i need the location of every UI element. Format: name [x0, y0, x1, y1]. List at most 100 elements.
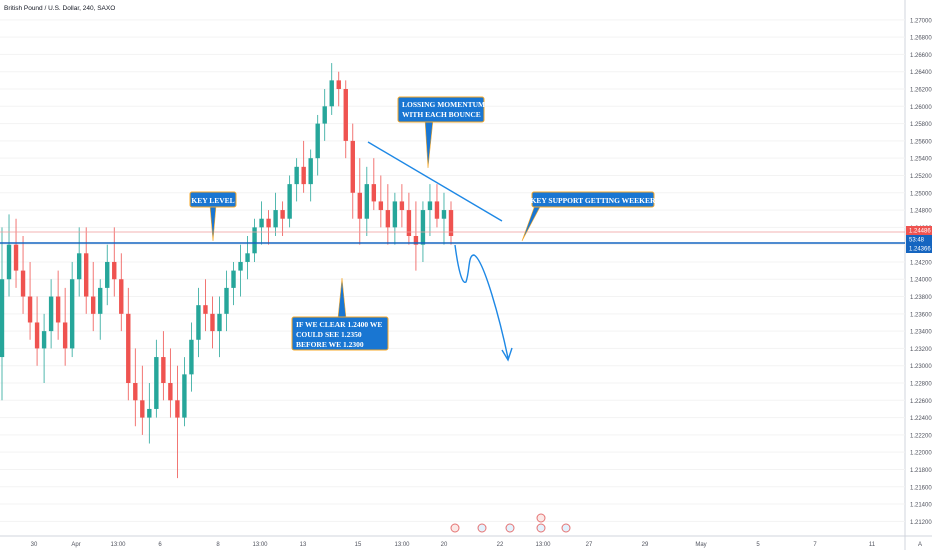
candle[interactable]: [364, 166, 370, 237]
event-marker[interactable]: [505, 523, 515, 533]
candle[interactable]: [119, 253, 124, 332]
candle[interactable]: [189, 322, 194, 392]
candle-body-up: [147, 408, 152, 418]
candle[interactable]: [441, 192, 447, 245]
candle[interactable]: [385, 184, 391, 245]
candle-body-up: [154, 357, 159, 409]
candle[interactable]: [378, 175, 384, 228]
candle[interactable]: [62, 287, 68, 366]
candle[interactable]: [406, 192, 412, 245]
candle[interactable]: [48, 279, 54, 349]
event-marker[interactable]: [561, 523, 571, 533]
candle-body-down: [406, 210, 412, 237]
time-tick-label: 13:00: [394, 542, 410, 548]
event-markers[interactable]: [450, 513, 571, 533]
callout-key-level[interactable]: KEY LEVEL: [189, 191, 237, 208]
candle[interactable]: [427, 184, 433, 237]
candle[interactable]: [413, 201, 419, 271]
event-marker[interactable]: [536, 513, 546, 523]
candle[interactable]: [434, 184, 440, 228]
callout-losing-momentum-line2: WITH EACH BOUNCE: [402, 110, 481, 119]
candle-body-up: [224, 287, 229, 314]
event-marker[interactable]: [536, 523, 546, 533]
candle[interactable]: [266, 210, 271, 245]
event-marker[interactable]: [450, 523, 460, 533]
candle[interactable]: [357, 158, 362, 245]
candle[interactable]: [210, 296, 215, 349]
candle[interactable]: [231, 261, 236, 306]
callout-key-support[interactable]: KEY SUPPORT GETTING WEEKER: [531, 191, 656, 208]
candle[interactable]: [322, 89, 327, 141]
callout-clear-level[interactable]: IF WE CLEAR 1.2400 WE COULD SEE 1.2350 B…: [291, 316, 389, 351]
candle[interactable]: [259, 201, 264, 245]
candle[interactable]: [343, 80, 348, 159]
candle[interactable]: [182, 357, 187, 427]
candle[interactable]: [301, 140, 306, 193]
candle[interactable]: [392, 192, 398, 245]
candle[interactable]: [350, 123, 355, 219]
candle[interactable]: [20, 236, 26, 314]
candle[interactable]: [69, 261, 75, 358]
candle[interactable]: [55, 270, 61, 340]
candle[interactable]: [371, 158, 377, 211]
candle[interactable]: [252, 218, 257, 262]
price-axis[interactable]: 1.27000 1.26800 1.26600 1.26400 1.26200 1.260…: [906, 18, 932, 526]
event-marker[interactable]: [477, 523, 487, 533]
price-tick-label: 1.23600: [910, 312, 932, 318]
time-axis[interactable]: 30 Apr 13:00 6 8 13:00 13 15 13:00 20 22 13:00 27 29 M…: [31, 542, 922, 548]
candle[interactable]: [287, 175, 292, 228]
candle[interactable]: [238, 244, 243, 297]
time-tick-label: 5: [756, 542, 760, 548]
candle[interactable]: [27, 261, 33, 340]
candle-body-down: [336, 80, 341, 90]
price-tick-label: 1.23000: [910, 364, 932, 370]
candle-body-down: [27, 296, 33, 323]
candle[interactable]: [13, 218, 19, 288]
projection-path[interactable]: [454, 244, 509, 359]
candle[interactable]: [112, 227, 117, 297]
candle[interactable]: [147, 383, 152, 444]
candle[interactable]: [154, 339, 159, 418]
candle[interactable]: [91, 261, 96, 332]
candle[interactable]: [83, 227, 89, 314]
candle[interactable]: [6, 214, 12, 297]
candle[interactable]: [98, 279, 103, 340]
callout-losing-momentum[interactable]: LOSSING MOMENTUM WITH EACH BOUNCE: [397, 96, 485, 123]
candle[interactable]: [273, 192, 278, 237]
price-tick-label: 1.23200: [910, 347, 932, 353]
candle[interactable]: [168, 348, 173, 418]
candle[interactable]: [161, 331, 166, 401]
auto-scale-button[interactable]: A: [918, 542, 922, 548]
price-tick-label: 1.24200: [910, 260, 932, 266]
candle-body-up: [329, 80, 334, 107]
candle[interactable]: [196, 287, 201, 358]
candle[interactable]: [217, 296, 222, 358]
candle[interactable]: [294, 158, 299, 202]
candle[interactable]: [329, 63, 334, 115]
candle[interactable]: [140, 365, 145, 435]
trend-line[interactable]: [367, 141, 503, 222]
candle[interactable]: [34, 296, 40, 366]
candle[interactable]: [224, 270, 229, 332]
candle[interactable]: [308, 149, 313, 202]
candle[interactable]: [336, 71, 341, 107]
candle-body-up: [245, 253, 250, 262]
candle-body-down: [357, 192, 362, 219]
candle[interactable]: [126, 287, 131, 401]
candle[interactable]: [133, 348, 138, 427]
time-tick-label: 13:00: [110, 542, 126, 548]
candle[interactable]: [175, 365, 180, 479]
candle[interactable]: [280, 201, 285, 237]
candle-body-up: [217, 313, 222, 332]
candle[interactable]: [399, 184, 405, 228]
candle[interactable]: [76, 227, 82, 297]
candle[interactable]: [448, 201, 454, 245]
candle[interactable]: [105, 244, 110, 306]
candle[interactable]: [0, 227, 5, 401]
candle[interactable]: [315, 114, 320, 176]
candle[interactable]: [203, 279, 208, 332]
candle[interactable]: [41, 313, 47, 384]
candles[interactable]: [0, 63, 454, 479]
